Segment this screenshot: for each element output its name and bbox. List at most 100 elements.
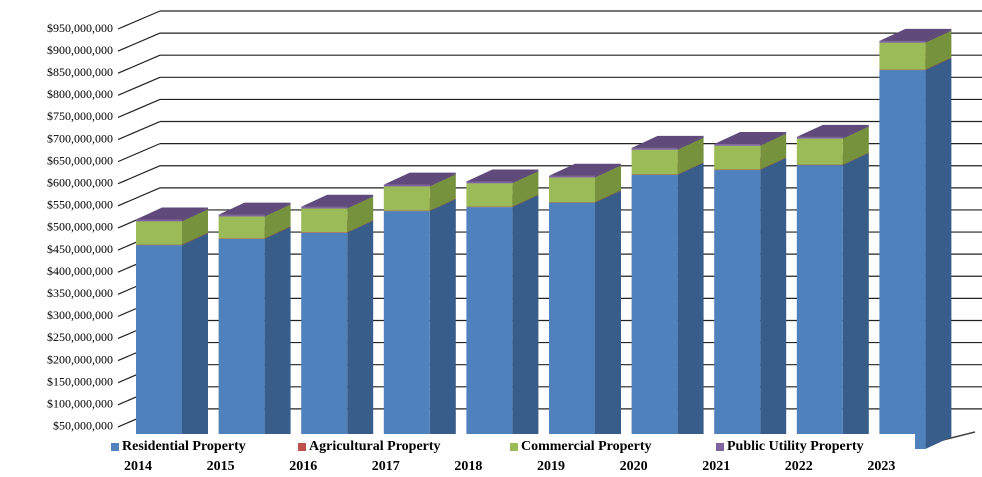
bar-side <box>760 158 787 449</box>
x-tick-label: 2014 <box>124 459 152 474</box>
y-tick-label: $450,000,000 <box>47 242 113 256</box>
y-tick-label: $700,000,000 <box>47 131 113 145</box>
bar <box>549 175 595 178</box>
bar <box>879 42 926 70</box>
bar <box>466 183 513 207</box>
bar-side <box>182 209 208 245</box>
bar-side <box>595 163 621 178</box>
bar-side <box>347 220 374 233</box>
bar-side <box>182 233 208 449</box>
y-tick-label: $300,000,000 <box>47 308 113 322</box>
bar-side <box>595 190 621 203</box>
x-tick-label: 2016 <box>289 459 317 474</box>
bar-side <box>264 227 291 449</box>
bar-side <box>429 174 456 211</box>
y-tick-label: $400,000,000 <box>47 264 113 278</box>
bar-side <box>512 194 539 208</box>
bar-top <box>466 169 539 182</box>
bar-side <box>512 195 539 449</box>
bar <box>714 145 761 170</box>
y-tick-label: $550,000,000 <box>47 198 113 212</box>
bar-side <box>347 220 374 449</box>
bar-side <box>512 171 539 207</box>
bar-top <box>714 131 787 144</box>
bar-side <box>925 57 952 71</box>
grid-line <box>117 98 161 118</box>
grid-line <box>117 120 161 141</box>
bar-top <box>549 163 621 176</box>
bar <box>383 186 430 211</box>
y-tick-label: $100,000,000 <box>47 397 113 411</box>
bar <box>796 138 843 165</box>
bar <box>714 143 761 146</box>
legend-swatch <box>111 443 119 451</box>
grid-line <box>117 10 161 30</box>
bar <box>879 70 926 450</box>
bar <box>466 181 513 184</box>
grid-line <box>117 187 161 207</box>
y-tick-label: $650,000,000 <box>47 153 113 167</box>
x-tick-label: 2022 <box>785 459 813 474</box>
bar <box>301 206 348 209</box>
y-tick-label: $850,000,000 <box>47 65 113 79</box>
y-tick-label: $950,000,000 <box>47 21 113 35</box>
y-tick-label: $500,000,000 <box>47 220 113 234</box>
bar-side <box>264 226 291 239</box>
bar-side <box>842 152 869 166</box>
bar-side <box>925 28 952 43</box>
bar-side <box>512 169 539 184</box>
y-tick-label: $50,000,000 <box>53 419 113 433</box>
bar <box>631 174 678 450</box>
x-tick-label: 2018 <box>454 459 482 474</box>
bar <box>218 239 265 449</box>
y-tick-label: $600,000,000 <box>47 175 113 189</box>
y-tick-label: $900,000,000 <box>47 43 113 57</box>
bar-top <box>136 207 208 220</box>
x-tick-label: 2017 <box>372 459 400 474</box>
x-tick-label: 2023 <box>867 459 895 474</box>
bar-side <box>842 126 869 165</box>
bar-top <box>301 194 374 207</box>
y-tick-label: $200,000,000 <box>47 352 113 366</box>
bar-side <box>677 137 704 175</box>
bar-side <box>429 198 456 212</box>
bar <box>218 214 265 217</box>
bar <box>218 216 265 239</box>
bar-side <box>842 153 869 449</box>
bar <box>136 221 182 245</box>
bar <box>796 136 843 139</box>
legend-swatch <box>298 443 306 451</box>
bar <box>549 177 595 203</box>
y-tick-label: $750,000,000 <box>47 109 113 123</box>
bar <box>301 232 348 449</box>
bar <box>631 147 678 150</box>
bar-side <box>677 162 704 175</box>
bar <box>136 245 182 449</box>
bar-side <box>760 131 787 146</box>
bar <box>631 149 678 175</box>
bar <box>383 211 430 449</box>
bar-top <box>879 28 952 41</box>
bar-top <box>218 202 291 215</box>
x-tick-label: 2020 <box>620 459 648 474</box>
bar-side <box>677 162 704 450</box>
bar <box>879 40 926 43</box>
bar-top <box>631 135 704 148</box>
bar-side <box>760 157 787 171</box>
bar <box>714 170 761 449</box>
x-tick-label: 2021 <box>702 459 730 474</box>
bar <box>466 207 513 449</box>
bar <box>136 219 182 222</box>
bar-side <box>925 58 952 450</box>
bar-side <box>264 204 291 239</box>
legend-swatch <box>716 443 724 451</box>
bar-side <box>347 194 374 209</box>
legend-label: Agricultural Property <box>309 439 441 454</box>
bar-side <box>677 135 704 150</box>
x-tick-label: 2019 <box>537 459 565 474</box>
bar-side <box>347 196 374 233</box>
bar <box>796 165 843 449</box>
bar <box>383 184 430 187</box>
grid-line <box>117 143 161 163</box>
